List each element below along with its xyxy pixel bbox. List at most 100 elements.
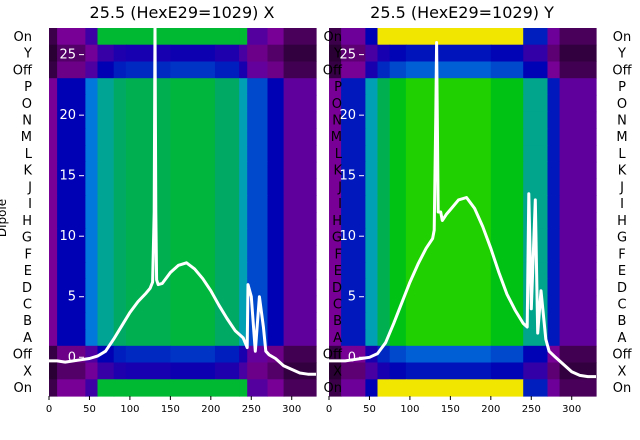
heat-cell <box>170 78 216 96</box>
heat-cell <box>267 245 285 263</box>
heat-cell <box>377 262 391 280</box>
heat-cell <box>97 145 115 163</box>
heat-cell <box>85 161 99 180</box>
heat-cell <box>341 195 366 213</box>
right-row-label: C <box>617 298 626 313</box>
heat-cell <box>283 161 317 180</box>
row-label: C <box>23 298 32 313</box>
heat-cell <box>85 329 99 347</box>
heat-cell <box>49 295 58 313</box>
overlay-tick-label: 20 <box>339 108 356 123</box>
heat-cell <box>214 278 240 297</box>
heat-cell <box>389 345 407 364</box>
row-label: On <box>324 381 342 396</box>
right-row-label: I <box>620 197 624 212</box>
heat-cell <box>547 379 561 397</box>
heat-cell <box>405 228 492 246</box>
heat-cell <box>239 195 248 213</box>
right-row-label: On <box>613 30 631 45</box>
heat-cell <box>341 245 366 263</box>
heat-cell <box>239 345 248 364</box>
heat-cell <box>405 262 492 280</box>
heat-cell <box>559 278 597 297</box>
heat-cell <box>329 78 342 96</box>
heat-cell <box>267 61 285 79</box>
heat-cell <box>170 362 216 380</box>
row-label: P <box>24 80 32 95</box>
heat-cell <box>490 161 524 180</box>
heat-cell <box>365 78 379 96</box>
heat-cell <box>239 111 248 129</box>
heat-cell <box>329 44 342 62</box>
heat-cell <box>523 128 549 146</box>
heat-cell <box>214 329 240 347</box>
heat-cell <box>341 61 366 79</box>
row-label: X <box>333 364 342 379</box>
heat-cell <box>547 195 561 213</box>
heat-cell <box>341 329 366 347</box>
heat-cell <box>490 245 524 263</box>
heat-cell <box>239 178 248 196</box>
row-label: A <box>333 331 342 346</box>
heat-cell <box>267 278 285 297</box>
heat-cell <box>113 245 127 263</box>
heat-cell <box>170 44 216 62</box>
row-label: H <box>22 214 32 229</box>
heat-cell <box>57 78 86 96</box>
x-tick-label: 100 <box>400 404 419 415</box>
heat-cell <box>267 262 285 280</box>
right-row-label: E <box>618 264 626 279</box>
heat-cell <box>247 178 268 196</box>
heat-cell <box>85 245 99 263</box>
heat-cell <box>559 161 597 180</box>
right-row-label: Y <box>617 47 626 62</box>
row-label: L <box>335 147 343 162</box>
heat-cell <box>49 212 58 230</box>
heat-cell <box>329 329 342 347</box>
heat-cell <box>405 345 492 364</box>
heat-cell <box>267 94 285 113</box>
heat-cell <box>365 128 379 146</box>
row-label: K <box>23 164 32 179</box>
heat-cell <box>170 228 216 246</box>
heat-cell <box>57 312 86 330</box>
heat-cell <box>247 145 268 163</box>
sensor-curve-line <box>49 22 316 376</box>
heat-cell <box>170 212 216 230</box>
heat-cell <box>239 44 248 62</box>
heat-cell <box>365 245 379 263</box>
right-row-label: N <box>617 114 627 129</box>
heat-cell <box>490 345 524 364</box>
right-row-label: K <box>618 164 627 179</box>
heat-cell <box>113 145 127 163</box>
row-label: M <box>21 130 32 145</box>
heat-cell <box>405 61 492 79</box>
heat-cell <box>547 212 561 230</box>
heat-cell <box>490 111 524 129</box>
heat-cell <box>170 161 216 180</box>
heat-cell <box>283 262 317 280</box>
heat-cell <box>170 61 216 79</box>
right-row-label: Off <box>612 63 632 78</box>
heat-cell <box>97 161 115 180</box>
heat-cell <box>49 379 58 397</box>
heat-cell <box>329 228 342 246</box>
heat-cell <box>113 262 127 280</box>
heat-cell <box>267 312 285 330</box>
heat-cell <box>57 329 86 347</box>
heat-cell <box>365 278 379 297</box>
heat-cell <box>85 262 99 280</box>
heat-cell <box>341 262 366 280</box>
heat-cell <box>547 262 561 280</box>
heat-cell <box>341 362 366 380</box>
heat-cell <box>523 28 549 46</box>
heat-cell <box>283 362 317 380</box>
heat-cell <box>170 94 216 113</box>
heat-cell <box>214 362 240 380</box>
heat-cell <box>97 178 115 196</box>
heat-cell <box>214 161 240 180</box>
heat-cell <box>125 195 171 213</box>
heat-cell <box>113 161 127 180</box>
heat-cell <box>341 278 366 297</box>
heat-cell <box>389 61 407 79</box>
